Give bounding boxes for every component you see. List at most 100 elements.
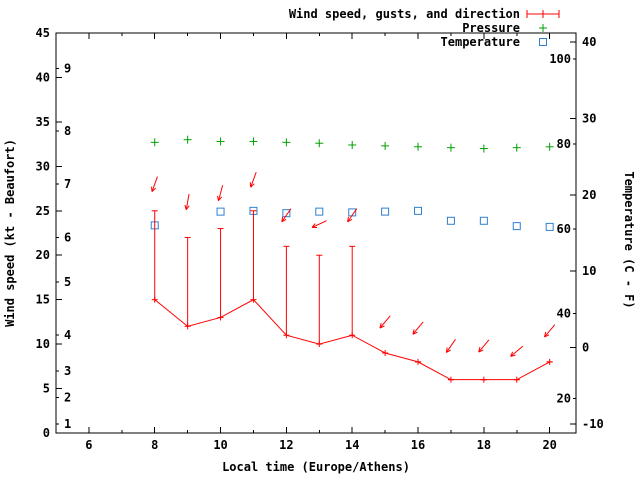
celsius-tick-label: 0 [582, 341, 589, 355]
beaufort-label: 4 [64, 328, 71, 342]
fahrenheit-tick-label: 20 [557, 391, 571, 405]
right-axis-label: Temperature (C - F) [622, 171, 636, 308]
x-tick-label: 16 [411, 438, 425, 452]
temperature-marker [479, 216, 488, 225]
temperature-marker [216, 207, 225, 216]
wind-direction-arrowhead [281, 218, 287, 223]
temperature-marker [446, 216, 455, 225]
fahrenheit-tick-label: 100 [549, 52, 571, 66]
kt-tick-label: 15 [36, 293, 50, 307]
temperature-marker [282, 209, 291, 218]
fahrenheit-tick-label: 40 [557, 307, 571, 321]
kt-tick-label: 45 [36, 26, 50, 40]
kt-tick-label: 30 [36, 159, 50, 173]
beaufort-label: 7 [64, 177, 71, 191]
legend-temperature-sample [539, 38, 547, 46]
left-axis-label: Wind speed (kt - Beaufort) [3, 139, 17, 327]
legend-temperature-label: Temperature [441, 35, 520, 49]
kt-tick-label: 0 [43, 426, 50, 440]
beaufort-label: 2 [64, 390, 71, 404]
temperature-marker [545, 222, 554, 231]
celsius-tick-label: -10 [582, 417, 604, 431]
wind-direction-arrowhead [185, 205, 190, 211]
wind-direction-arrowhead [544, 334, 550, 338]
wind-direction-arrowhead [412, 329, 415, 335]
wind-direction-arrowhead [446, 349, 451, 353]
legend-pressure-label: Pressure [462, 21, 520, 35]
beaufort-label: 5 [64, 275, 71, 289]
beaufort-label: 1 [64, 417, 71, 431]
kt-tick-label: 5 [43, 382, 50, 396]
temperature-marker [381, 207, 390, 216]
wind-direction-arrowhead [151, 187, 156, 192]
wind-direction-arrowhead [347, 216, 349, 222]
wind-direction-arrowhead [249, 182, 252, 188]
wind-direction-arrow [347, 208, 358, 223]
wind-direction-arrowhead [379, 323, 382, 329]
celsius-tick-label: 20 [582, 188, 596, 202]
wind-series [151, 210, 553, 383]
kt-tick-label: 25 [36, 204, 50, 218]
plot-border [55, 32, 577, 434]
wind-direction-arrow [185, 193, 190, 210]
temperature-marker [414, 206, 423, 215]
wind-direction-arrowhead [250, 183, 255, 188]
wind-direction-arrowhead [478, 347, 481, 353]
kt-tick-label: 10 [36, 337, 50, 351]
x-tick-label: 20 [542, 438, 556, 452]
legend-wind-label: Wind speed, gusts, and direction [289, 7, 520, 21]
wind-direction-arrowhead [478, 349, 484, 353]
wind-direction-arrowhead [218, 196, 223, 202]
wind-direction-arrows [150, 171, 556, 357]
temperature-marker [315, 207, 324, 216]
celsius-tick-label: 30 [582, 111, 596, 125]
wind-direction-arrow [281, 208, 292, 223]
wind-direction-arrowhead [281, 216, 284, 222]
temperature-series [150, 206, 554, 231]
wind-direction-arrowhead [311, 223, 316, 228]
wind-direction-arrowhead [445, 347, 448, 353]
x-tick-label: 8 [151, 438, 158, 452]
wind-direction-arrowhead [347, 218, 353, 223]
x-axis-label: Local time (Europe/Athens) [222, 460, 410, 474]
wind-direction-arrowhead [184, 204, 187, 210]
wind-direction-arrow [412, 321, 424, 335]
wind-direction-arrow [510, 345, 524, 357]
wind-direction-arrow [250, 171, 257, 188]
celsius-tick-label: 40 [582, 35, 596, 49]
wind-direction-arrowhead [510, 354, 516, 357]
x-tick-label: 10 [213, 438, 227, 452]
wind-direction-arrowhead [150, 186, 153, 192]
kt-tick-label: 35 [36, 115, 50, 129]
fahrenheit-tick-label: 80 [557, 137, 571, 151]
wind-direction-arrow [379, 315, 391, 329]
x-tick-label: 12 [279, 438, 293, 452]
wind-direction-arrowhead [544, 331, 547, 338]
celsius-tick-label: 10 [582, 264, 596, 278]
x-tick-label: 18 [477, 438, 491, 452]
wind-direction-arrowhead [412, 331, 418, 335]
axes: 6 8 10 12 14 16 18 2005101520253035404512345678… [36, 26, 604, 452]
wind-direction-arrow [151, 176, 158, 192]
wind-direction-arrowhead [510, 351, 514, 357]
beaufort-label: 9 [64, 62, 71, 76]
kt-tick-label: 20 [36, 248, 50, 262]
wind-direction-arrow [445, 339, 456, 353]
wind-direction-arrow [478, 339, 490, 353]
x-tick-label: 14 [345, 438, 359, 452]
beaufort-label: 8 [64, 124, 71, 138]
fahrenheit-tick-label: 60 [557, 222, 571, 236]
temperature-marker [512, 222, 521, 231]
kt-tick-label: 40 [36, 70, 50, 84]
pressure-series [150, 135, 554, 153]
wind-direction-arrowhead [217, 195, 219, 201]
wind-direction-arrow [218, 185, 224, 201]
beaufort-label: 3 [64, 364, 71, 378]
legend [526, 10, 560, 46]
x-tick-label: 6 [85, 438, 92, 452]
wind-direction-arrowhead [379, 325, 385, 329]
beaufort-label: 6 [64, 230, 71, 244]
wind-speed-line [154, 299, 550, 381]
